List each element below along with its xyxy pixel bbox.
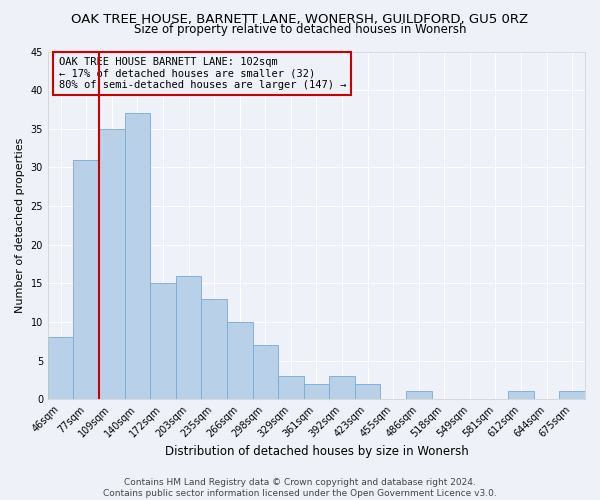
Bar <box>202 298 227 399</box>
Bar <box>73 160 99 399</box>
Text: OAK TREE HOUSE BARNETT LANE: 102sqm
← 17% of detached houses are smaller (32)
80: OAK TREE HOUSE BARNETT LANE: 102sqm ← 17… <box>59 56 346 90</box>
Bar <box>48 338 73 399</box>
Bar <box>559 392 585 399</box>
Bar <box>99 129 125 399</box>
Text: Contains HM Land Registry data © Crown copyright and database right 2024.
Contai: Contains HM Land Registry data © Crown c… <box>103 478 497 498</box>
Text: Size of property relative to detached houses in Wonersh: Size of property relative to detached ho… <box>134 22 466 36</box>
Bar <box>227 322 253 399</box>
Bar <box>125 114 150 399</box>
X-axis label: Distribution of detached houses by size in Wonersh: Distribution of detached houses by size … <box>164 444 469 458</box>
Bar <box>355 384 380 399</box>
Bar <box>304 384 329 399</box>
Bar <box>406 392 431 399</box>
Bar <box>150 284 176 399</box>
Y-axis label: Number of detached properties: Number of detached properties <box>15 138 25 313</box>
Bar <box>176 276 202 399</box>
Bar <box>253 345 278 399</box>
Bar <box>278 376 304 399</box>
Bar <box>508 392 534 399</box>
Text: OAK TREE HOUSE, BARNETT LANE, WONERSH, GUILDFORD, GU5 0RZ: OAK TREE HOUSE, BARNETT LANE, WONERSH, G… <box>71 12 529 26</box>
Bar <box>329 376 355 399</box>
